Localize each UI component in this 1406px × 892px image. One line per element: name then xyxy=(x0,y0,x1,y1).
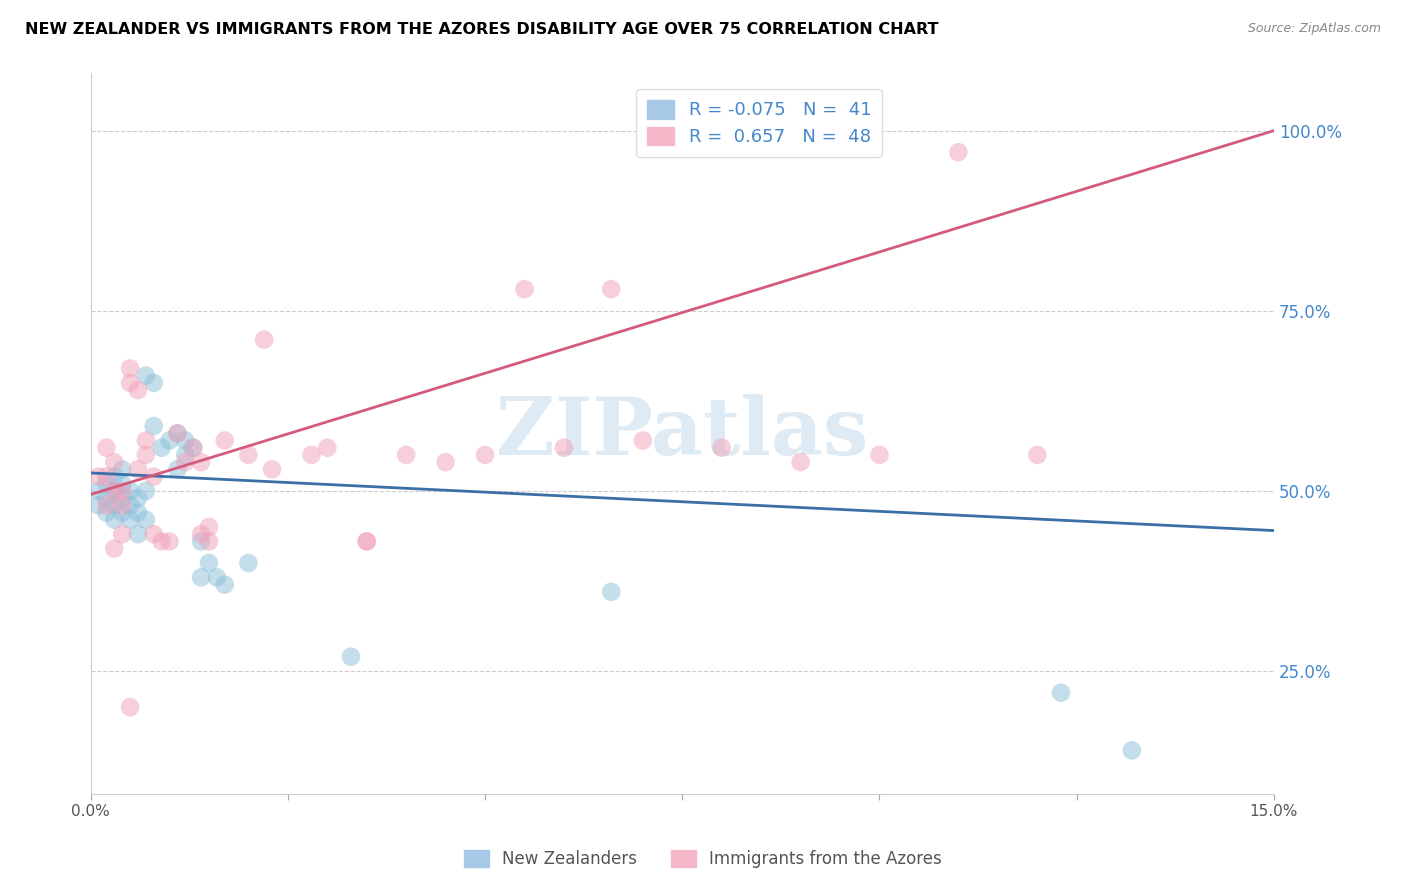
Point xyxy=(135,513,157,527)
Point xyxy=(513,282,536,296)
Point xyxy=(238,448,260,462)
Point xyxy=(120,499,142,513)
Point xyxy=(553,441,575,455)
Point xyxy=(96,491,118,505)
Point xyxy=(142,527,165,541)
Point xyxy=(135,483,157,498)
Point xyxy=(214,434,236,448)
Point xyxy=(127,462,149,476)
Point xyxy=(120,483,142,498)
Point xyxy=(710,441,733,455)
Point xyxy=(103,499,125,513)
Point xyxy=(159,534,181,549)
Point xyxy=(316,441,339,455)
Point xyxy=(103,483,125,498)
Point xyxy=(181,441,204,455)
Point xyxy=(948,145,970,160)
Point xyxy=(150,441,173,455)
Point xyxy=(260,462,283,476)
Point xyxy=(631,434,654,448)
Point xyxy=(1050,686,1073,700)
Point xyxy=(301,448,323,462)
Point xyxy=(111,476,134,491)
Point xyxy=(120,700,142,714)
Point xyxy=(190,534,212,549)
Point xyxy=(198,556,221,570)
Text: NEW ZEALANDER VS IMMIGRANTS FROM THE AZORES DISABILITY AGE OVER 75 CORRELATION C: NEW ZEALANDER VS IMMIGRANTS FROM THE AZO… xyxy=(25,22,939,37)
Point xyxy=(127,491,149,505)
Point xyxy=(166,426,188,441)
Point xyxy=(127,527,149,541)
Point xyxy=(111,462,134,476)
Point xyxy=(198,520,221,534)
Point xyxy=(120,513,142,527)
Point xyxy=(96,506,118,520)
Point xyxy=(103,513,125,527)
Point xyxy=(142,419,165,434)
Point xyxy=(127,506,149,520)
Point xyxy=(96,441,118,455)
Point xyxy=(474,448,496,462)
Point xyxy=(111,499,134,513)
Point xyxy=(103,483,125,498)
Point xyxy=(600,282,623,296)
Point xyxy=(181,441,204,455)
Point xyxy=(190,455,212,469)
Point xyxy=(127,383,149,397)
Point xyxy=(174,434,197,448)
Point xyxy=(103,541,125,556)
Point xyxy=(87,499,110,513)
Point xyxy=(96,469,118,483)
Point xyxy=(103,455,125,469)
Point xyxy=(253,333,276,347)
Point xyxy=(111,491,134,505)
Point xyxy=(356,534,378,549)
Point xyxy=(174,455,197,469)
Point xyxy=(214,577,236,591)
Point xyxy=(111,483,134,498)
Point xyxy=(96,476,118,491)
Point xyxy=(198,534,221,549)
Point xyxy=(135,368,157,383)
Text: ZIPatlas: ZIPatlas xyxy=(496,394,869,472)
Point xyxy=(96,499,118,513)
Point xyxy=(395,448,418,462)
Legend: New Zealanders, Immigrants from the Azores: New Zealanders, Immigrants from the Azor… xyxy=(457,843,949,875)
Point xyxy=(166,426,188,441)
Point xyxy=(174,448,197,462)
Point xyxy=(142,376,165,390)
Point xyxy=(150,534,173,549)
Text: Source: ZipAtlas.com: Source: ZipAtlas.com xyxy=(1247,22,1381,36)
Legend: R = -0.075   N =  41, R =  0.657   N =  48: R = -0.075 N = 41, R = 0.657 N = 48 xyxy=(637,89,882,157)
Point xyxy=(434,455,457,469)
Point xyxy=(340,649,363,664)
Point xyxy=(190,527,212,541)
Point xyxy=(87,483,110,498)
Point xyxy=(1026,448,1049,462)
Point xyxy=(600,584,623,599)
Point xyxy=(159,434,181,448)
Point xyxy=(103,469,125,483)
Point xyxy=(120,361,142,376)
Point xyxy=(238,556,260,570)
Point xyxy=(111,527,134,541)
Point xyxy=(869,448,891,462)
Point xyxy=(190,570,212,584)
Point xyxy=(120,376,142,390)
Point xyxy=(135,448,157,462)
Point xyxy=(111,506,134,520)
Point xyxy=(135,434,157,448)
Point xyxy=(356,534,378,549)
Point xyxy=(1121,743,1143,757)
Point xyxy=(205,570,228,584)
Point xyxy=(166,462,188,476)
Point xyxy=(789,455,811,469)
Point xyxy=(142,469,165,483)
Point xyxy=(87,469,110,483)
